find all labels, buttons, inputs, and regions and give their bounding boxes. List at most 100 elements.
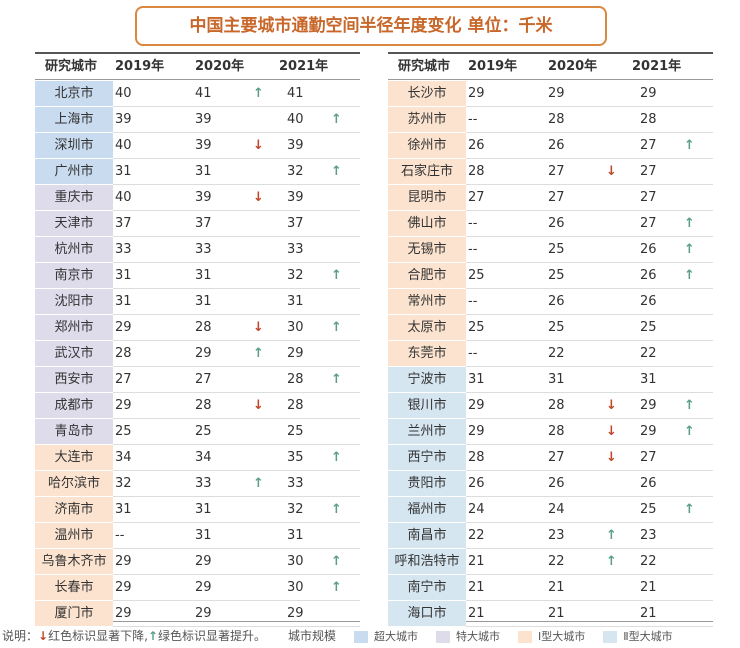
value-cell: 29 — [195, 554, 212, 569]
city-cell: 南宁市 — [388, 575, 466, 600]
row-line — [113, 158, 360, 159]
header-cell: 2020年 — [195, 59, 245, 74]
row-line — [113, 340, 360, 341]
value-cell: 41 — [195, 86, 212, 101]
city-cell: 沈阳市 — [35, 289, 113, 314]
row-line — [466, 574, 713, 575]
row-line — [466, 314, 713, 315]
value-cell: 21 — [548, 606, 565, 621]
value-cell: 22 — [640, 346, 657, 361]
value-cell: 37 — [115, 216, 132, 231]
value-cell: 25 — [548, 268, 565, 283]
trend-arrow: ↑ — [253, 86, 264, 101]
trend-arrow: ↓ — [606, 398, 617, 413]
city-cell: 呼和浩特市 — [388, 549, 466, 574]
trend-arrow: ↑ — [684, 242, 695, 257]
value-cell: -- — [468, 346, 478, 361]
table: 研究城市 2019年 2020年 2021年 长沙市 29 29 29 苏州市 -- 28 28 徐州市… — [388, 52, 713, 627]
value-cell: 32 — [287, 268, 304, 283]
value-cell: 22 — [548, 554, 565, 569]
value-cell: 29 — [195, 580, 212, 595]
city-cell: 天津市 — [35, 211, 113, 236]
row-line — [113, 262, 360, 263]
value-cell: 21 — [548, 580, 565, 595]
value-cell: 21 — [640, 580, 657, 595]
value-cell: 31 — [640, 372, 657, 387]
value-cell: 27 — [640, 450, 657, 465]
trend-arrow: ↑ — [331, 554, 342, 569]
city-cell: 南京市 — [35, 263, 113, 288]
city-cell: 西宁市 — [388, 445, 466, 470]
value-cell: 27 — [640, 190, 657, 205]
value-cell: 29 — [640, 86, 657, 101]
trend-arrow: ↑ — [606, 528, 617, 543]
value-cell: 33 — [115, 242, 132, 257]
row-line — [466, 236, 713, 237]
value-cell: 29 — [640, 398, 657, 413]
value-cell: 39 — [195, 112, 212, 127]
city-cell: 福州市 — [388, 497, 466, 522]
footnote: 说明：↓红色标识显著下降,↑绿色标识显著提升。 城市规模 超大城市 特大城市 Ⅰ型大城市… — [2, 626, 673, 647]
value-cell: 32 — [115, 476, 132, 491]
value-cell: 39 — [195, 190, 212, 205]
header-line — [388, 79, 713, 80]
city-cell: 杭州市 — [35, 237, 113, 262]
row-line — [113, 392, 360, 393]
city-cell: 长春市 — [35, 575, 113, 600]
value-cell: -- — [468, 112, 478, 127]
value-cell: 37 — [287, 216, 304, 231]
value-cell: 40 — [287, 112, 304, 127]
value-cell: 26 — [468, 476, 485, 491]
trend-arrow: ↑ — [684, 424, 695, 439]
value-cell: 21 — [468, 606, 485, 621]
row-line — [113, 626, 360, 627]
city-cell: 济南市 — [35, 497, 113, 522]
value-cell: 25 — [548, 242, 565, 257]
value-cell: -- — [468, 294, 478, 309]
city-cell: 上海市 — [35, 107, 113, 132]
value-cell: 27 — [640, 138, 657, 153]
city-cell: 徐州市 — [388, 133, 466, 158]
trend-arrow: ↓ — [253, 398, 264, 413]
trend-arrow: ↑ — [684, 138, 695, 153]
row-line — [466, 444, 713, 445]
header-cell: 研究城市 — [45, 59, 98, 74]
value-cell: 31 — [195, 528, 212, 543]
trend-arrow: ↑ — [684, 268, 695, 283]
row-line — [113, 470, 360, 471]
trend-arrow: ↑ — [331, 372, 342, 387]
value-cell: 31 — [115, 164, 132, 179]
value-cell: 26 — [640, 268, 657, 283]
city-cell: 大连市 — [35, 445, 113, 470]
value-cell: 31 — [115, 268, 132, 283]
legend-swatch — [518, 630, 532, 643]
value-cell: 27 — [468, 190, 485, 205]
row-line — [466, 496, 713, 497]
trend-arrow: ↑ — [606, 554, 617, 569]
row-line — [466, 210, 713, 211]
row-line — [113, 314, 360, 315]
city-cell: 广州市 — [35, 159, 113, 184]
value-cell: 28 — [115, 346, 132, 361]
value-cell: 26 — [640, 242, 657, 257]
row-line — [113, 210, 360, 211]
trend-arrow: ↑ — [331, 268, 342, 283]
value-cell: 40 — [115, 86, 132, 101]
city-cell: 温州市 — [35, 523, 113, 548]
value-cell: 31 — [468, 372, 485, 387]
row-line — [113, 366, 360, 367]
value-cell: 25 — [640, 320, 657, 335]
value-cell: 25 — [287, 424, 304, 439]
city-cell: 成都市 — [35, 393, 113, 418]
value-cell: 23 — [548, 528, 565, 543]
value-cell: 40 — [115, 190, 132, 205]
city-cell: 西安市 — [35, 367, 113, 392]
trend-arrow: ↑ — [331, 450, 342, 465]
value-cell: 27 — [640, 216, 657, 231]
value-cell: -- — [468, 216, 478, 231]
row-line — [113, 184, 360, 185]
city-cell: 银川市 — [388, 393, 466, 418]
city-cell: 深圳市 — [35, 133, 113, 158]
value-cell: 31 — [195, 502, 212, 517]
